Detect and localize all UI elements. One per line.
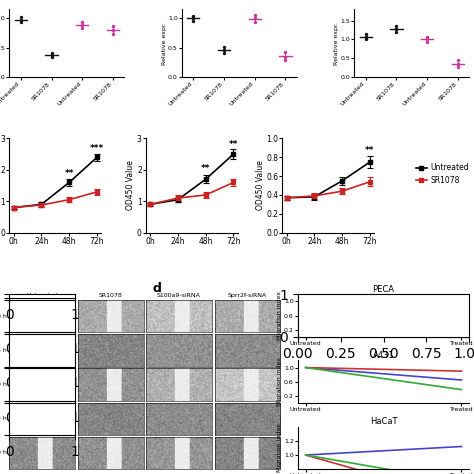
Point — [190, 12, 197, 20]
Point — [220, 43, 228, 51]
Y-axis label: Migration index: Migration index — [277, 291, 283, 340]
Point — [48, 51, 55, 59]
Text: **: ** — [365, 146, 374, 155]
Point — [17, 16, 25, 24]
Text: **: ** — [201, 164, 210, 173]
Text: **: ** — [228, 140, 238, 149]
Y-axis label: 0 h: 0 h — [0, 450, 7, 456]
Point — [392, 25, 400, 33]
Legend: Untreated, SR1078: Untreated, SR1078 — [412, 160, 472, 188]
Point — [251, 18, 258, 26]
Point — [392, 28, 400, 36]
Point — [109, 26, 117, 34]
Point — [423, 35, 431, 43]
Point — [48, 50, 55, 57]
Point — [220, 46, 228, 54]
Text: SR1078: SR1078 — [99, 293, 123, 298]
Point — [79, 24, 86, 31]
Point — [48, 54, 55, 61]
Y-axis label: Migration index: Migration index — [277, 357, 283, 406]
Point — [282, 48, 289, 55]
Point — [282, 54, 289, 61]
Title: HaCaT: HaCaT — [370, 417, 397, 426]
Text: d: d — [152, 283, 161, 295]
Text: Untreated: Untreated — [27, 293, 58, 298]
Y-axis label: Relative expr.: Relative expr. — [162, 22, 166, 64]
Point — [423, 33, 431, 41]
Text: Sprr2f-siRNA: Sprr2f-siRNA — [228, 293, 267, 298]
Title: PECA: PECA — [373, 284, 394, 293]
Point — [454, 63, 462, 71]
Y-axis label: 0 h: 0 h — [0, 314, 7, 319]
Point — [362, 36, 369, 43]
Point — [454, 56, 462, 64]
Point — [220, 49, 228, 56]
Y-axis label: OD450 Value: OD450 Value — [255, 161, 264, 210]
Y-axis label: Migration index: Migration index — [277, 423, 283, 473]
Title: A431: A431 — [373, 351, 394, 360]
Y-axis label: 0 h: 0 h — [0, 382, 7, 387]
Point — [251, 15, 258, 22]
Point — [392, 22, 400, 30]
Y-axis label: 16 h: 16 h — [0, 348, 7, 353]
Point — [423, 38, 431, 46]
Point — [17, 13, 25, 20]
Y-axis label: Relative expr.: Relative expr. — [334, 22, 339, 64]
Text: ***: *** — [90, 144, 104, 153]
Point — [17, 18, 25, 26]
Point — [79, 18, 86, 26]
Point — [362, 33, 369, 41]
Text: **: ** — [64, 169, 74, 178]
Y-axis label: 16 h: 16 h — [0, 416, 7, 421]
Point — [190, 18, 197, 25]
Point — [109, 22, 117, 30]
Legend: SR1078, S100a9-siRNA, Sprr2f-siRNA: SR1078, S100a9-siRNA, Sprr2f-siRNA — [420, 297, 468, 318]
Point — [109, 30, 117, 38]
Point — [454, 60, 462, 68]
Point — [190, 15, 197, 22]
Y-axis label: OD450 Value: OD450 Value — [127, 161, 136, 210]
Point — [362, 30, 369, 38]
Text: S100a9-siRNA: S100a9-siRNA — [157, 293, 201, 298]
Point — [251, 11, 258, 19]
Point — [79, 21, 86, 29]
Point — [282, 56, 289, 64]
